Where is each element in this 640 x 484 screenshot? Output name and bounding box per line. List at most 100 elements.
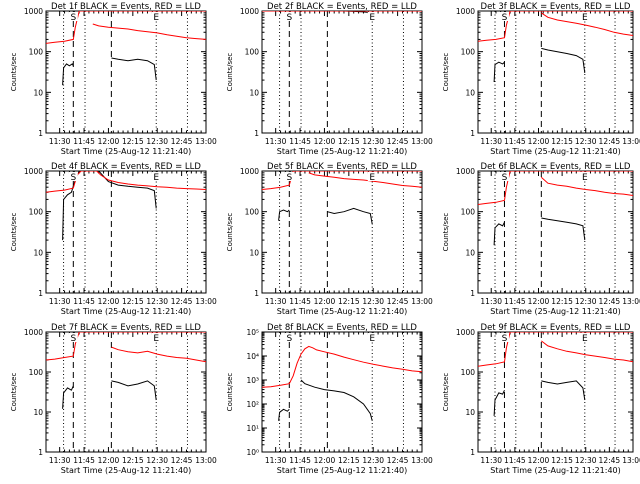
series-line-events	[493, 221, 505, 246]
x-tick-label: 12:00	[98, 456, 120, 465]
y-tick-label: 10	[33, 88, 43, 97]
x-tick-label: 13:00	[195, 137, 217, 146]
y-tick-label: 10	[465, 248, 475, 257]
y-axis-label: Counts/sec	[10, 373, 18, 412]
y-axis-label: Counts/sec	[10, 53, 18, 92]
x-tick-label: 12:30	[146, 456, 168, 465]
marker-E-box	[580, 333, 590, 342]
series-line-lld	[540, 340, 633, 363]
x-axis-label: Start Time (25-Aug-12 11:21:40)	[61, 307, 192, 316]
x-tick-label: 12:15	[551, 456, 573, 465]
marker-E-box	[367, 12, 377, 21]
y-tick-label: 10⁴	[246, 352, 259, 361]
chart-panel-5: Det 5f BLACK = Events, RED = LLD 1 10 100 10…	[226, 162, 433, 316]
series-line-events	[62, 385, 74, 409]
x-tick-label: 12:15	[338, 297, 360, 306]
x-tick-label: 12:45	[171, 137, 193, 146]
marker-S-box	[499, 12, 509, 21]
y-tick-label: 100	[29, 368, 44, 377]
x-axis-label: Start Time (25-Aug-12 11:21:40)	[61, 147, 192, 156]
x-tick-label: 12:00	[528, 297, 550, 306]
x-tick-label: 12:00	[98, 297, 120, 306]
marker-S-label: S	[70, 173, 76, 183]
y-tick-label: 1	[254, 129, 259, 138]
y-axis-label: Counts/sec	[442, 213, 450, 252]
x-tick-label: 11:30	[49, 297, 71, 306]
marker-S-label: S	[286, 173, 292, 183]
x-tick-label: 12:30	[575, 456, 597, 465]
x-tick-label: 12:00	[528, 137, 550, 146]
y-tick-label: 10⁵	[246, 328, 259, 337]
series-line-lld	[46, 332, 206, 361]
chart-title: Det 4f BLACK = Events, RED = LLD	[51, 162, 201, 172]
plot-frame	[477, 170, 634, 294]
marker-S-box	[284, 12, 294, 21]
marker-S-label: S	[286, 334, 292, 344]
marker-S-box	[284, 172, 294, 181]
y-axis-label: Counts/sec	[226, 373, 234, 412]
x-tick-label: 13:00	[195, 456, 217, 465]
x-tick-label: 11:30	[49, 456, 71, 465]
x-tick-label: 11:30	[480, 137, 502, 146]
marker-E-box	[151, 12, 161, 21]
x-tick-label: 12:00	[314, 456, 336, 465]
y-tick-label: 10	[33, 408, 43, 417]
series-line-lld	[478, 11, 633, 42]
y-tick-label: 10⁰	[246, 448, 259, 457]
x-tick-label: 12:45	[171, 297, 193, 306]
series-line-events	[541, 380, 586, 401]
x-tick-label: 12:45	[599, 297, 621, 306]
x-tick-label: 11:30	[265, 456, 287, 465]
x-tick-label: 12:15	[338, 456, 360, 465]
series-line-lld	[46, 11, 206, 44]
y-tick-label: 1000	[240, 167, 259, 176]
x-axis-label: Start Time (25-Aug-12 11:21:40)	[277, 307, 408, 316]
x-tick-label: 12:15	[122, 137, 144, 146]
series-line-events	[541, 47, 586, 73]
marker-E-box	[367, 333, 377, 342]
chart-title: Det 1f BLACK = Events, RED = LLD	[51, 2, 201, 12]
x-axis-label: Start Time (25-Aug-12 11:21:40)	[490, 466, 621, 475]
y-tick-label: 10	[465, 408, 475, 417]
y-tick-label: 10	[465, 88, 475, 97]
x-tick-label: 12:30	[575, 137, 597, 146]
y-tick-label: 10	[249, 248, 259, 257]
marker-S-label: S	[70, 13, 76, 23]
y-axis-label: Counts/sec	[10, 213, 18, 252]
series-group	[46, 11, 206, 86]
series-line-lld	[46, 171, 206, 193]
series-line-events	[327, 207, 373, 224]
x-tick-label: 12:45	[387, 297, 409, 306]
x-axis-label: Start Time (25-Aug-12 11:21:40)	[490, 147, 621, 156]
series-line-events	[278, 408, 290, 421]
series-group	[478, 332, 633, 416]
y-tick-label: 1000	[24, 328, 43, 337]
x-tick-label: 12:00	[314, 137, 336, 146]
series-line-events	[111, 380, 157, 401]
x-axis-label: Start Time (25-Aug-12 11:21:40)	[61, 466, 192, 475]
series-line-events	[493, 61, 505, 83]
x-tick-label: 12:45	[171, 456, 193, 465]
x-axis-label: Start Time (25-Aug-12 11:21:40)	[277, 147, 408, 156]
y-tick-label: 1	[38, 289, 43, 298]
marker-E-box	[580, 12, 590, 21]
chart-panel-2: Det 2f BLACK = Events, RED = LLD 1 10 100 10…	[226, 2, 433, 156]
x-tick-label: 11:30	[265, 137, 287, 146]
marker-S-label: S	[502, 173, 508, 183]
y-tick-label: 1000	[456, 328, 475, 337]
y-tick-label: 1	[470, 289, 475, 298]
marker-S-label: S	[70, 334, 76, 344]
chart-panel-6: Det 6f BLACK = Events, RED = LLD 1 10 100 10…	[442, 162, 640, 316]
marker-S-box	[68, 12, 78, 21]
series-line-lld	[478, 171, 633, 205]
series-line-events	[493, 389, 505, 416]
x-tick-label: 12:15	[551, 297, 573, 306]
marker-S-box	[68, 172, 78, 181]
marker-E-label: E	[153, 173, 159, 183]
series-line-events	[62, 63, 74, 86]
chart-title: Det 3f BLACK = Events, RED = LLD	[481, 2, 631, 12]
marker-E-label: E	[153, 334, 159, 344]
chart-title: Det 7f BLACK = Events, RED = LLD	[51, 323, 201, 333]
y-tick-label: 1000	[456, 7, 475, 16]
series-line-events	[300, 379, 373, 421]
